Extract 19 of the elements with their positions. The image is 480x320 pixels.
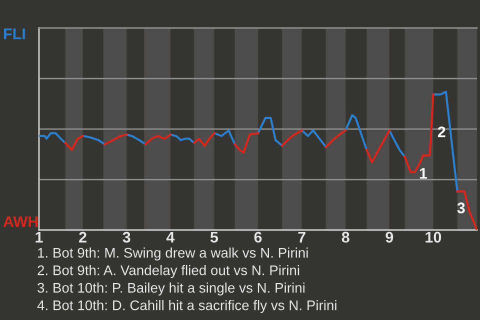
text: FLI	[4, 28, 25, 40]
x-tick-label: 7	[298, 232, 306, 242]
x-tick-label: 8	[342, 232, 350, 243]
x-tick-label: 6	[254, 232, 262, 243]
x-tick-label: 5	[210, 232, 218, 243]
text: 4. Bot 10th: D. Cahill hit a sacrifice fly vs N. Pirini	[37, 300, 336, 313]
annotation: 1	[420, 168, 428, 179]
x-tick-label: 9	[386, 232, 394, 243]
text: AWH	[3, 216, 38, 227]
annotation: 3	[457, 202, 465, 214]
x-tick-label: 10	[426, 232, 442, 243]
text: 1. Bot 9th: M. Swing drew a walk vs N. Pirini	[38, 248, 308, 260]
text: 3. Bot 10th: P. Bailey hit a single vs N. Pirini	[38, 282, 304, 296]
x-tick-label: 4	[166, 232, 175, 242]
annotation: 2	[438, 126, 446, 138]
x-tick-label: 2	[79, 232, 86, 242]
x-tick-label: 3	[122, 232, 130, 243]
x-tick-label: 1	[36, 232, 43, 242]
text: 2. Bot 9th: A. Vandelay flied out vs N. Pirini	[38, 265, 300, 278]
